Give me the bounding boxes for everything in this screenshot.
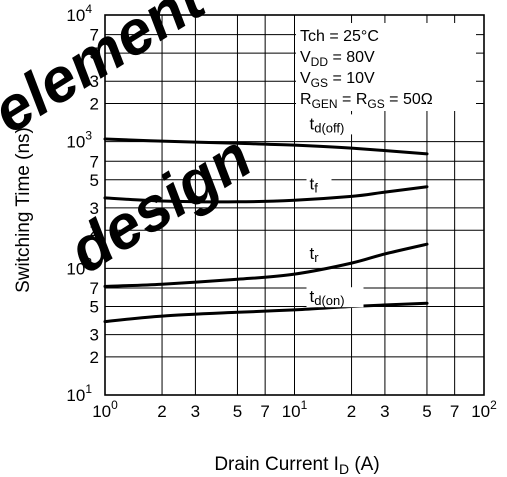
series-label-bg [306, 174, 332, 195]
y-tick-label: 2 [90, 348, 99, 367]
series-labels: td(off) tf tr td(on) [306, 114, 372, 308]
y-tick-label: 101 [66, 382, 92, 405]
y-tick-label: 7 [90, 279, 99, 298]
y-tick-label: 5 [90, 171, 99, 190]
x-tick-label: 3 [191, 402, 200, 421]
y-tick-label: 3 [90, 199, 99, 218]
y-tick-label: 2 [90, 95, 99, 114]
condition-line: Tch = 25°C [300, 28, 379, 45]
y-tick-label: 5 [90, 44, 99, 63]
y-tick-label: 3 [90, 326, 99, 345]
x-tick-label: 5 [233, 402, 242, 421]
x-axis-label: Drain Current ID (A) [214, 454, 379, 477]
y-tick-label: 3 [90, 72, 99, 91]
series-line-tf [103, 185, 429, 204]
condition-line: VDD = 80V [300, 49, 375, 69]
y-tick-label: 5 [90, 297, 99, 316]
y-tick-label: 103 [66, 129, 92, 152]
series-label-bg [306, 114, 372, 135]
x-tick-label: 7 [260, 402, 269, 421]
series-line-tr [103, 242, 429, 288]
series-label-bg [306, 244, 332, 265]
y-tick-label: 7 [90, 152, 99, 171]
x-tick-label: 7 [450, 402, 459, 421]
series-label-td(on): td(on) [310, 287, 345, 308]
x-tick-labels: 100 2 3 5 7 101 2 3 5 7 102 [92, 398, 497, 421]
series-line-td(off) [103, 137, 429, 156]
x-tick-label: 100 [92, 398, 118, 421]
y-tick-label: 7 [90, 26, 99, 45]
condition-line: RGEN = RGS = 50Ω [300, 91, 433, 111]
series-layer [103, 137, 429, 324]
series-label-tr: tr [310, 244, 320, 265]
x-axis-label-text: Drain Current ID (A) [214, 454, 379, 477]
y-tick-label: 102 [66, 255, 92, 278]
watermark-word-1: element [0, 0, 218, 147]
x-tick-label: 2 [347, 402, 356, 421]
condition-line: VGS = 10V [300, 70, 375, 90]
conditions-box-bg [296, 23, 476, 111]
series-label-bg [306, 287, 364, 308]
series-label-tf: tf [310, 174, 319, 195]
x-tick-label: 101 [282, 398, 308, 421]
y-axis-label: Switching Time (ns) [13, 127, 34, 293]
x-tick-label: 2 [157, 402, 166, 421]
y-tick-label: 104 [66, 2, 92, 25]
plot-frame [104, 14, 485, 396]
x-tick-label: 3 [380, 402, 389, 421]
x-tick-label: 5 [422, 402, 431, 421]
y-tick-label: 2 [90, 221, 99, 240]
x-tick-label: 102 [471, 398, 497, 421]
series-label-td(off): td(off) [310, 114, 345, 135]
